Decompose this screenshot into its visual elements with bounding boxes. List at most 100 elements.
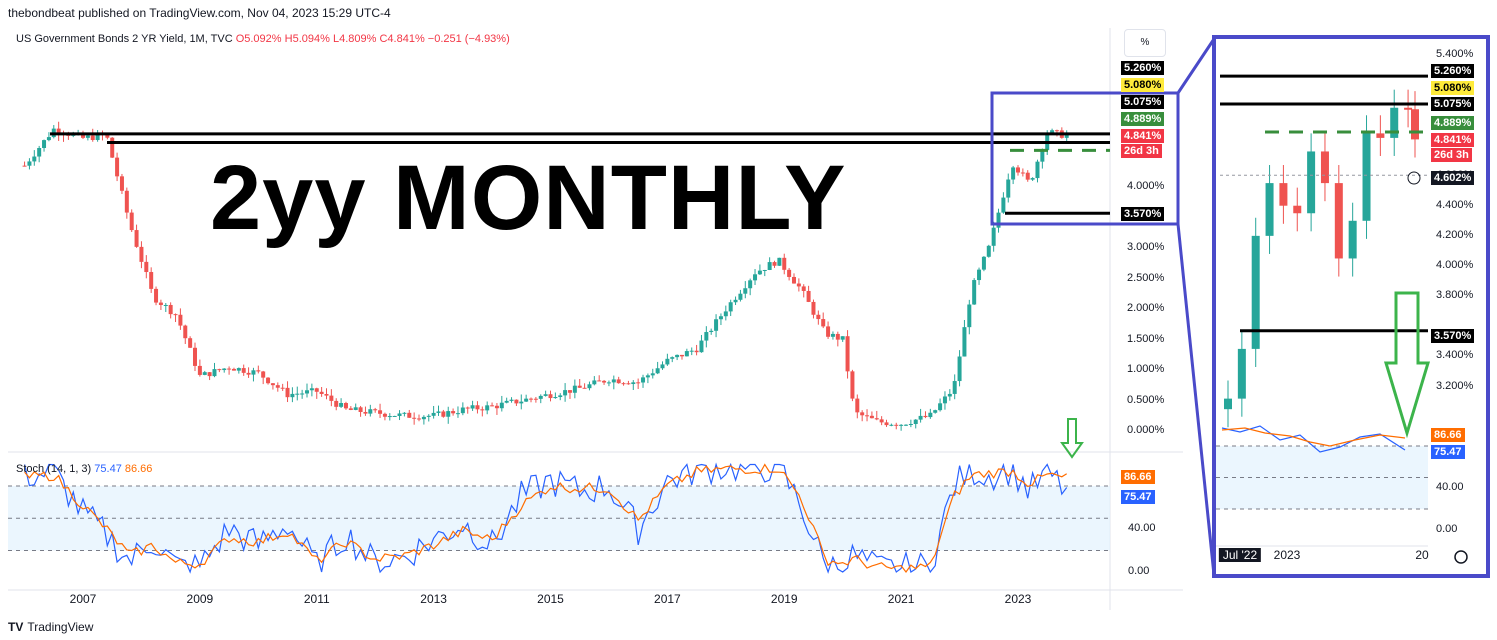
candle-body <box>183 325 188 339</box>
candle-body <box>455 413 460 415</box>
zoom-tag: 4.841% <box>1431 133 1475 147</box>
candle-body <box>105 134 110 138</box>
candle-body <box>334 400 339 407</box>
time-tick: 2023 <box>1004 592 1032 606</box>
zoom-price-tick: 4.400% <box>1436 198 1474 211</box>
candle-body <box>22 165 27 167</box>
candle-body <box>684 351 689 357</box>
zoom-tag: 3.570% <box>1431 329 1475 343</box>
candle-body <box>714 319 719 331</box>
candle-body <box>860 412 865 416</box>
candle-body <box>95 133 100 141</box>
candle-body <box>738 293 743 300</box>
candle-body <box>826 326 831 337</box>
candle-body <box>582 387 587 389</box>
candle-body <box>348 408 353 410</box>
candle-body <box>115 157 120 177</box>
price-tag: 4.889% <box>1121 112 1165 126</box>
candle-body <box>645 375 650 378</box>
candle-body <box>431 412 436 416</box>
overlay-title: 2yy MONTHLY <box>210 147 847 249</box>
candle-body <box>275 385 280 388</box>
stoch-k-tag: 75.47 <box>1121 489 1155 504</box>
zoom-candle-body <box>1348 220 1357 259</box>
price-tick: 2.000% <box>1127 302 1165 314</box>
zoom-time-tick: 2023 <box>1273 548 1301 562</box>
candle-body <box>855 398 860 413</box>
candle-body <box>577 385 582 388</box>
price-tag: 5.075% <box>1121 95 1165 109</box>
ohlc-high: H5.094% <box>284 33 330 45</box>
candle-body <box>679 354 684 357</box>
candle-body <box>928 412 933 418</box>
candle-body <box>397 413 402 416</box>
candle-body <box>412 417 417 419</box>
tv-icon: TV <box>8 620 24 634</box>
zoom-candle-body <box>1307 151 1316 214</box>
candle-body <box>1050 130 1055 134</box>
candle-body <box>266 377 271 384</box>
candle-body <box>631 382 636 385</box>
candle-body <box>246 372 251 375</box>
zoom-stoch-tick: 0.00 <box>1436 523 1458 535</box>
price-tick: 2.500% <box>1127 271 1165 284</box>
candle-body <box>339 403 344 407</box>
candle-body <box>441 411 446 417</box>
candle-body <box>1016 167 1020 173</box>
candle-body <box>977 269 982 281</box>
candle-body <box>957 356 962 382</box>
zoom-candle-body <box>1390 107 1399 138</box>
candle-body <box>845 336 850 372</box>
zoom-tag: 26d 3h <box>1431 148 1472 162</box>
candle-body <box>324 393 329 396</box>
stoch-band <box>8 486 1110 551</box>
zoom-tag: 75.47 <box>1431 445 1465 459</box>
down-arrow-main <box>1060 418 1084 459</box>
candle-body <box>300 393 305 395</box>
time-tick: 2019 <box>770 592 798 606</box>
candle-body <box>27 161 32 166</box>
candle-body <box>368 409 373 414</box>
candle-body <box>869 415 874 419</box>
candle-body <box>811 301 816 315</box>
candle-body <box>163 304 168 306</box>
candle-body <box>382 413 387 417</box>
candle-body <box>392 415 397 417</box>
zoom-time-tick: Jul '22 <box>1218 548 1262 562</box>
candle-body <box>222 368 227 371</box>
candle-body <box>280 387 285 389</box>
candle-body <box>485 405 490 411</box>
time-tick: 2011 <box>303 592 330 606</box>
zoom-candle-body <box>1279 183 1288 206</box>
candle-body <box>597 380 602 382</box>
candle-body <box>865 415 870 417</box>
ohlc-close: C4.841% <box>379 33 425 45</box>
crosshair-plus-icon <box>1407 171 1421 185</box>
candle-body <box>256 370 261 372</box>
candle-body <box>236 368 241 371</box>
candle-body <box>305 390 310 394</box>
stoch-line-86.66 <box>24 463 1068 574</box>
candle-body <box>1040 150 1045 162</box>
ohlc-change: −0.251 (−4.93%) <box>427 33 510 45</box>
stoch-tick: 0.00 <box>1128 565 1150 577</box>
candle-body <box>1054 130 1059 132</box>
candle-body <box>363 411 368 414</box>
zoom-tag: 4.889% <box>1431 116 1475 130</box>
zoom-stoch-tick: 40.00 <box>1436 481 1464 493</box>
scale-percent-button[interactable]: % <box>1124 29 1166 57</box>
stoch-k-value: 75.47 <box>94 463 122 475</box>
candle-body <box>124 190 129 213</box>
tradingview-brand: TradingView <box>27 620 94 634</box>
candle-body <box>626 383 631 385</box>
candle-body <box>850 371 855 399</box>
candle-body <box>782 257 787 270</box>
candle-body <box>592 380 597 385</box>
candle-body <box>787 269 792 277</box>
publisher-info: thebondbeat published on TradingView.com… <box>8 6 391 20</box>
zoom-tag: 5.080% <box>1431 81 1475 95</box>
candle-body <box>621 383 626 385</box>
zoom-tag: 86.66 <box>1431 428 1465 442</box>
candle-body <box>1011 167 1016 180</box>
